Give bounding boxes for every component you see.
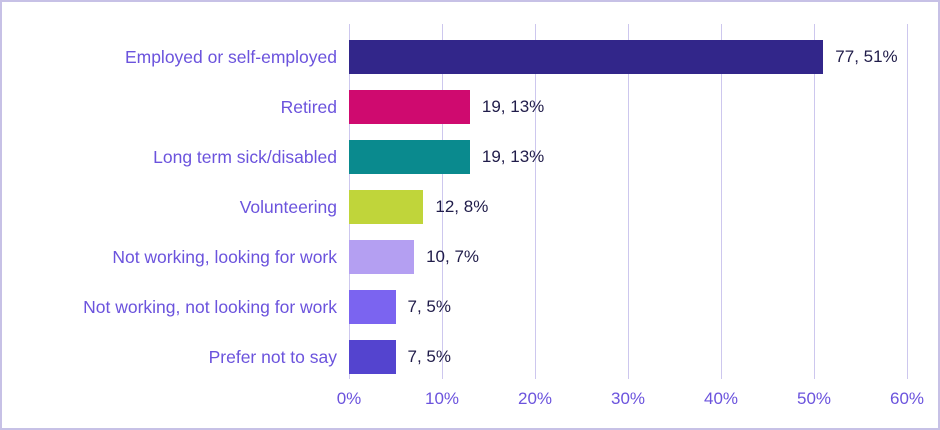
bar-1 [349,40,824,74]
data-label: 19, 13% [481,97,545,116]
gridline [441,24,443,379]
category-label: Prefer not to say [208,347,337,367]
bar-5 [349,240,415,274]
data-label: 10, 7% [426,247,480,266]
category-label: Long term sick/disabled [153,147,337,167]
gridline [813,24,815,379]
category-label: Employed or self-employed [124,47,337,67]
category-label: Not working, looking for work [112,247,337,267]
gridline [534,24,536,379]
x-tick-label: 0% [336,389,362,408]
gridline [906,24,908,379]
bar-2 [349,90,470,124]
bar-3 [349,140,470,174]
x-tick-label: 50% [796,389,832,408]
data-label: 77, 51% [835,47,898,66]
data-label: 7, 5% [407,297,451,316]
x-tick-label: 20% [517,389,553,408]
category-label: Not working, not looking for work [83,297,337,317]
x-tick-label: 10% [424,389,460,408]
data-label: 12, 8% [435,197,489,216]
category-label: Volunteering [239,197,337,217]
bar-6 [349,290,396,324]
category-label: Retired [280,97,337,117]
bar-7 [349,340,396,374]
data-label: 19, 13% [481,147,545,166]
x-tick-label: 60% [889,389,925,408]
x-tick-label: 30% [610,389,646,408]
x-tick-label: 40% [703,389,739,408]
data-label: 7, 5% [407,347,451,366]
bar-4 [349,190,424,224]
gridline [627,24,629,379]
gridline [720,24,722,379]
